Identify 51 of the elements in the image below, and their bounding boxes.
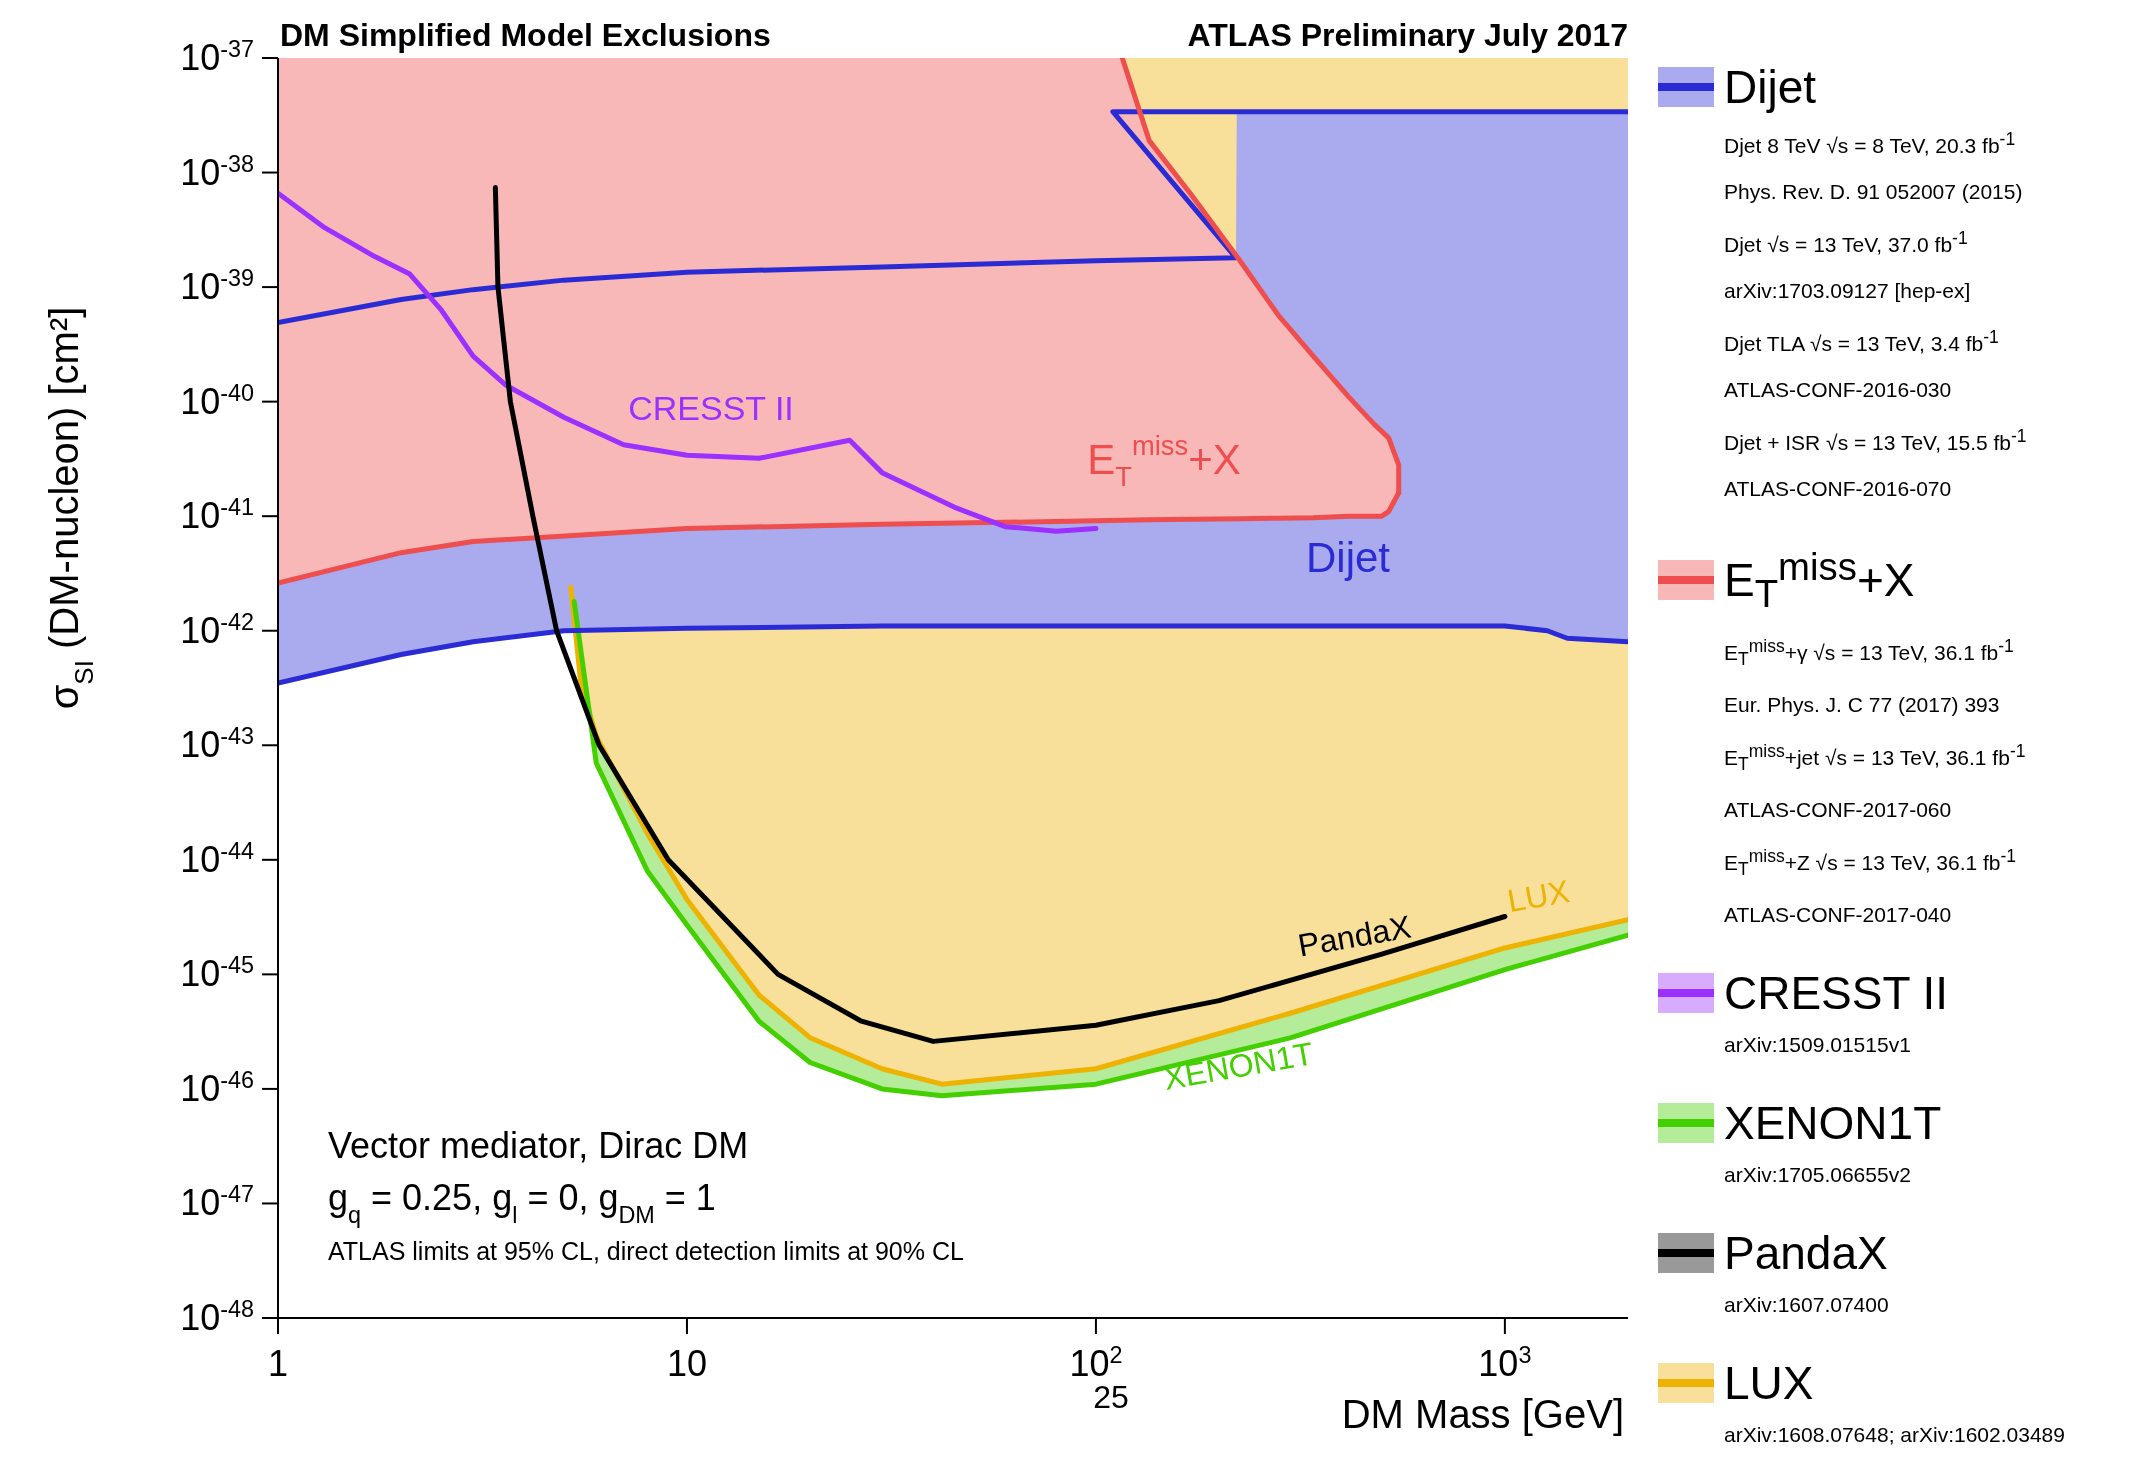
x-tick-label: 1 (267, 1343, 289, 1384)
y-tick-label: 10$^{-44}$ (180, 837, 254, 880)
annotation: g$_{q}$ = 0.25, g$_{l}$ = 0, g$_{DM}$ = 1 (328, 1177, 716, 1228)
y-tick-label: 10$^{-46}$ (180, 1066, 254, 1109)
annotation: ATLAS limits at 95% CL, direct detection limits at 90% CL (328, 1237, 964, 1265)
y-tick-label: 10$^{-40}$ (180, 379, 254, 422)
annotation: E$_{T}$$^{miss}$+X (1087, 429, 1241, 492)
text: ATLAS-CONF-2016-030 (1724, 377, 1953, 403)
annotation: XENON1T (1161, 1035, 1317, 1098)
y-tick-label: 10$^{-39}$ (180, 265, 254, 308)
annotation: PandaX (1295, 908, 1414, 965)
legend-label: E$_{T}$$^{miss}$+X (1724, 544, 1915, 617)
y-tick-label: 10$^{-48}$ (180, 1296, 254, 1338)
text: Djet + ISR √s = 13 TeV, 15.5 fb$^{-1}$ (1724, 425, 2028, 456)
text: E$_{T}$$^{miss}$+jet √s = 13 TeV, 36.1 fb$^{-1}$ (1724, 739, 2027, 776)
y-tick-label: 10$^{-47}$ (180, 1181, 254, 1224)
annotation: LUX (1504, 873, 1573, 920)
text: arXiv:1608.07648; arXiv:1602.03489 (1724, 1422, 2066, 1449)
text: arXiv:1703.09127 [hep-ex] (1724, 278, 1972, 304)
y-tick-label: 10$^{-38}$ (180, 150, 254, 193)
chart-title: DM Simplified Model Exclusions (280, 17, 771, 53)
text: Djet 8 TeV √s = 8 TeV, 20.3 fb$^{-1}$ (1724, 128, 2017, 159)
text: Djet TLA √s = 13 TeV, 3.4 fb$^{-1}$ (1724, 326, 2000, 357)
legend-label: XENON1T (1724, 1096, 1942, 1152)
text: Djet √s = 13 TeV, 37.0 fb$^{-1}$ (1724, 227, 1969, 258)
text: E$_{T}$$^{miss}$+Z √s = 13 TeV, 36.1 fb$^{-1}$ (1724, 844, 2018, 882)
legend-label: CRESST II (1724, 966, 1949, 1022)
text: arXiv:1705.06655v2 (1724, 1162, 1912, 1189)
text: ATLAS-CONF-2016-070 (1724, 476, 1953, 502)
annotation: Vector mediator, Dirac DM (328, 1125, 749, 1166)
x-axis-title: DM Mass [GeV] (1341, 1392, 1624, 1436)
legend-label: Dijet (1724, 60, 1817, 115)
x-tick-label: 10 (666, 1343, 707, 1384)
y-tick-label: 10$^{-43}$ (180, 723, 254, 766)
text: arXiv:1607.07400 (1724, 1292, 1890, 1319)
text: Phys. Rev. D. 91 052007 (2015) (1724, 179, 2024, 205)
text: arXiv:1509.01515v1 (1724, 1032, 1912, 1059)
text: ATLAS-CONF-2017-060 (1724, 796, 1953, 823)
text: E$_{T}$$^{miss}$+γ √s = 13 TeV, 36.1 fb$^{-1}$ (1724, 634, 2015, 671)
chart-subtitle: ATLAS Preliminary July 2017 (1187, 17, 1628, 53)
text: Eur. Phys. J. C 77 (2017) 393 (1724, 691, 2001, 718)
annotation: CRESST II (628, 388, 794, 427)
legend-label: LUX (1724, 1356, 1814, 1412)
annotation: Dijet (1305, 534, 1391, 582)
y-tick-label: 10$^{-42}$ (180, 608, 254, 651)
y-tick-label: 10$^{-37}$ (180, 36, 254, 78)
x-tick-label: 10$^{3}$ (1478, 1342, 1532, 1384)
y-tick-label: 10$^{-41}$ (180, 494, 254, 537)
legend-label: PandaX (1724, 1226, 1888, 1282)
y-tick-label: 10$^{-45}$ (180, 952, 254, 995)
text: ATLAS-CONF-2017-040 (1724, 902, 1953, 929)
